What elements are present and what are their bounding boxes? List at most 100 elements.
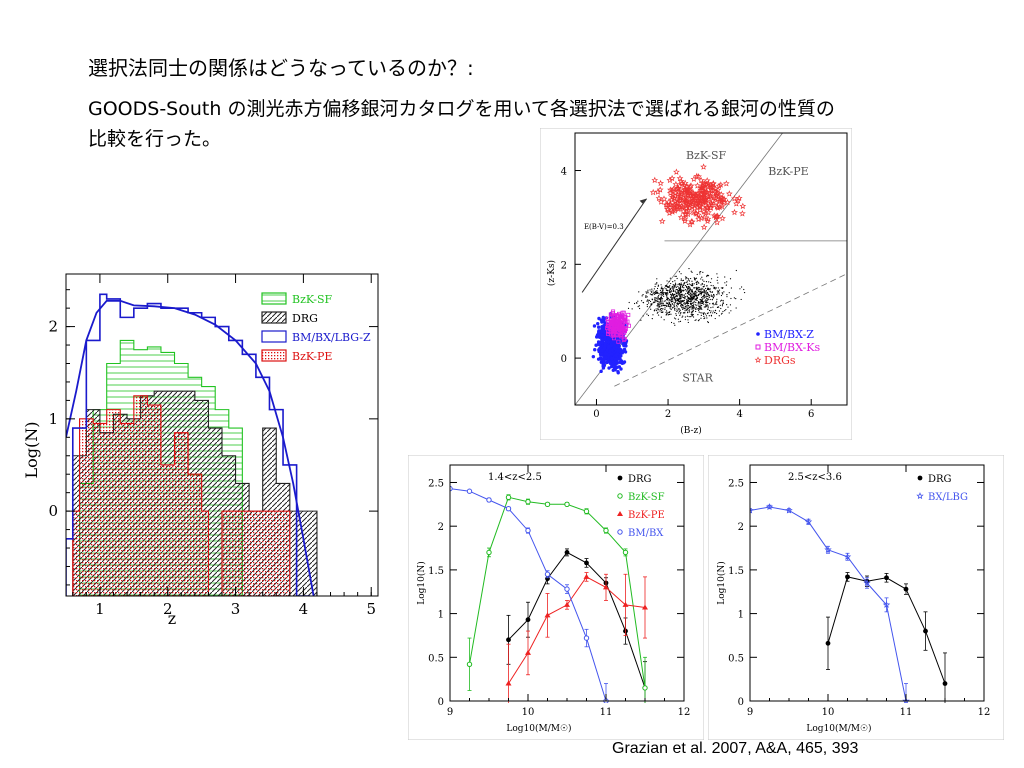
mf-point [506, 637, 511, 643]
cc-arrow-head [639, 198, 647, 204]
cc-point [716, 203, 724, 211]
cc-point [627, 307, 630, 310]
cc-point [684, 298, 686, 300]
cc-point [681, 285, 684, 287]
cc-point [667, 297, 670, 299]
cc-point [599, 352, 604, 356]
mf-series-bzk-sf [466, 494, 648, 703]
cc-point [663, 201, 671, 208]
cc-point [674, 199, 682, 206]
cc-point [698, 309, 700, 312]
cc-point [691, 306, 693, 308]
cc-point [703, 177, 711, 184]
cc-point [707, 321, 710, 324]
cc-point [731, 195, 738, 202]
cc-point [713, 304, 715, 306]
cc-point [647, 300, 649, 302]
cc-point [609, 322, 614, 327]
hist-ytick-label: 0 [48, 502, 58, 520]
cc-point [602, 346, 607, 351]
mf-xtick-label: 9 [747, 707, 753, 718]
cc-point [654, 292, 656, 294]
cc-point [668, 286, 670, 288]
cc-point [692, 301, 694, 303]
cc-point [665, 198, 673, 205]
cc-point [708, 309, 711, 312]
cc-point [647, 299, 649, 301]
cc-point [668, 313, 670, 316]
cc-point [680, 181, 688, 188]
cc-point [698, 289, 700, 291]
cc-point [692, 296, 694, 298]
cc-point [694, 279, 696, 281]
cc-point [729, 304, 732, 306]
hist-bar [66, 539, 73, 596]
cc-point [672, 294, 674, 296]
cc-point [597, 316, 601, 321]
cc-point [668, 305, 670, 308]
mf-legend-marker [917, 475, 923, 481]
cc-point [669, 299, 671, 301]
cc-legend-label: BM/BX-Z [764, 328, 814, 341]
cc-point [691, 291, 693, 293]
cc-point [648, 299, 650, 302]
cc-point [696, 288, 698, 290]
cc-point [700, 213, 708, 221]
cc-point [707, 301, 709, 304]
cc-point [706, 284, 708, 287]
cc-point [716, 312, 718, 315]
cc-point [610, 321, 615, 326]
cc-point [690, 284, 692, 286]
cc-point [647, 302, 650, 304]
cc-point [695, 319, 697, 321]
cc-point [674, 290, 676, 292]
mf-point [603, 584, 609, 590]
cc-point [705, 313, 707, 315]
cc-point [649, 300, 652, 303]
cc-point [678, 310, 681, 312]
cc-point [661, 288, 663, 290]
cc-point [657, 309, 659, 311]
mf-point [505, 494, 512, 501]
cc-point [712, 199, 720, 206]
cc-point [672, 297, 674, 299]
cc-point [687, 302, 690, 304]
cc-point [660, 305, 663, 307]
cc-point [673, 322, 675, 325]
cc-xtick-label: 6 [808, 409, 814, 420]
cc-point [690, 296, 692, 298]
cc-point [605, 348, 610, 352]
cc-point [693, 287, 695, 289]
cc-point [600, 337, 605, 342]
cc-point [699, 179, 706, 186]
cc-point [689, 302, 692, 304]
cc-point [707, 288, 709, 290]
cc-point [699, 308, 701, 310]
mf-legend-marker [916, 492, 924, 500]
cc-point [646, 305, 648, 308]
cc-point [661, 294, 663, 296]
cc-point [725, 284, 727, 286]
mf-series-line [469, 496, 646, 688]
cc-point [691, 310, 693, 312]
cc-point [680, 305, 682, 307]
cc-point [710, 281, 712, 284]
cc-point [670, 296, 672, 298]
cc-point [696, 280, 698, 282]
cc-point [656, 290, 658, 292]
cc-point [703, 312, 705, 314]
cc-point [705, 303, 707, 305]
cc-point [612, 316, 617, 321]
cc-point [660, 308, 662, 310]
mf-point [525, 617, 531, 623]
cc-point [657, 298, 659, 300]
cc-point [672, 285, 674, 288]
cc-point [702, 288, 704, 290]
cc-point [656, 301, 658, 303]
cc-point [707, 306, 709, 308]
cc-point [683, 297, 685, 299]
cc-point [717, 282, 719, 284]
cc-point [645, 295, 647, 297]
cc-point [663, 295, 665, 297]
cc-point [654, 297, 656, 299]
